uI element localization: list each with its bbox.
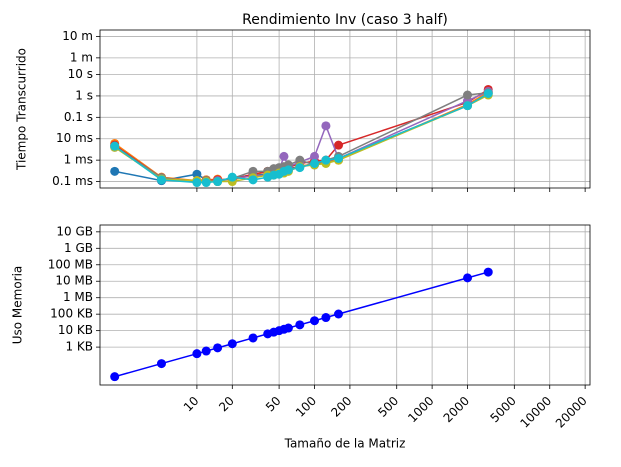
data-point	[321, 121, 331, 131]
x-tick-label: 20	[216, 394, 237, 415]
data-point	[227, 172, 237, 182]
data-point	[295, 155, 305, 165]
y-tick-label: 1 s	[75, 88, 93, 102]
x-tick-label: 10000	[517, 394, 554, 431]
data-point	[227, 339, 237, 349]
y-tick-label: 1 MB	[63, 290, 93, 304]
y-tick-label: 100 KB	[50, 307, 93, 321]
y-tick-label: 100 MB	[48, 257, 93, 271]
x-tick-label: 50	[263, 394, 284, 415]
data-point	[248, 175, 258, 185]
y-tick-label: 10 MB	[55, 274, 93, 288]
data-point	[463, 101, 473, 111]
data-point	[334, 153, 344, 163]
data-point	[483, 88, 493, 98]
plot-frame	[99, 29, 591, 189]
data-point	[321, 155, 331, 165]
data-point	[201, 178, 211, 188]
x-tick-label: 100	[293, 394, 319, 420]
data-point	[295, 320, 305, 330]
y-axis-label: Uso Memoria	[11, 266, 25, 345]
y-tick-label: 10 KB	[58, 323, 93, 337]
y-tick-label: 1 GB	[64, 241, 93, 255]
y-tick-label: 1 ms	[64, 153, 93, 167]
x-tick-label: 20000	[553, 394, 590, 431]
y-tick-label: 10 GB	[56, 224, 93, 238]
x-tick-label: 2000	[441, 394, 472, 425]
plot-frame	[99, 224, 591, 386]
data-point	[463, 273, 473, 283]
data-point	[156, 359, 166, 369]
data-point	[295, 163, 305, 173]
data-point	[310, 151, 320, 161]
data-point	[192, 169, 202, 179]
data-point	[110, 166, 120, 176]
x-tick-label: 1000	[405, 394, 436, 425]
y-tick-label: 10 s	[68, 67, 93, 81]
y-tick-label: 0.1 ms	[52, 174, 93, 188]
y-axis-label: Tiempo Transcurrido	[15, 48, 29, 171]
data-point	[321, 313, 331, 323]
data-point	[334, 309, 344, 319]
y-tick-label: 10 m	[62, 29, 93, 43]
data-point	[248, 333, 258, 343]
data-point	[213, 177, 223, 187]
data-point	[334, 140, 344, 150]
data-point	[483, 267, 493, 277]
data-point	[283, 323, 293, 333]
x-tick-label: 5000	[487, 394, 518, 425]
chart-title: Rendimiento Inv (caso 3 half)	[242, 12, 448, 28]
data-point	[213, 343, 223, 353]
x-tick-label: 500	[375, 394, 401, 420]
y-tick-label: 1 m	[70, 50, 93, 64]
data-point	[192, 349, 202, 359]
data-point	[110, 372, 120, 382]
data-point	[283, 165, 293, 175]
data-point	[310, 158, 320, 168]
y-tick-label: 0.1 s	[64, 110, 93, 124]
data-point	[110, 141, 120, 151]
y-tick-label: 10 ms	[56, 131, 93, 145]
data-point	[310, 316, 320, 326]
data-point	[248, 166, 258, 176]
y-tick-label: 1 KB	[65, 340, 93, 354]
data-point	[192, 178, 202, 188]
x-axis-label: Tamaño de la Matriz	[284, 437, 406, 451]
data-point	[463, 90, 473, 100]
data-point	[156, 175, 166, 185]
data-point	[201, 346, 211, 356]
data-point	[279, 151, 289, 161]
x-tick-label: 10	[181, 394, 202, 415]
x-tick-label: 200	[328, 394, 354, 420]
